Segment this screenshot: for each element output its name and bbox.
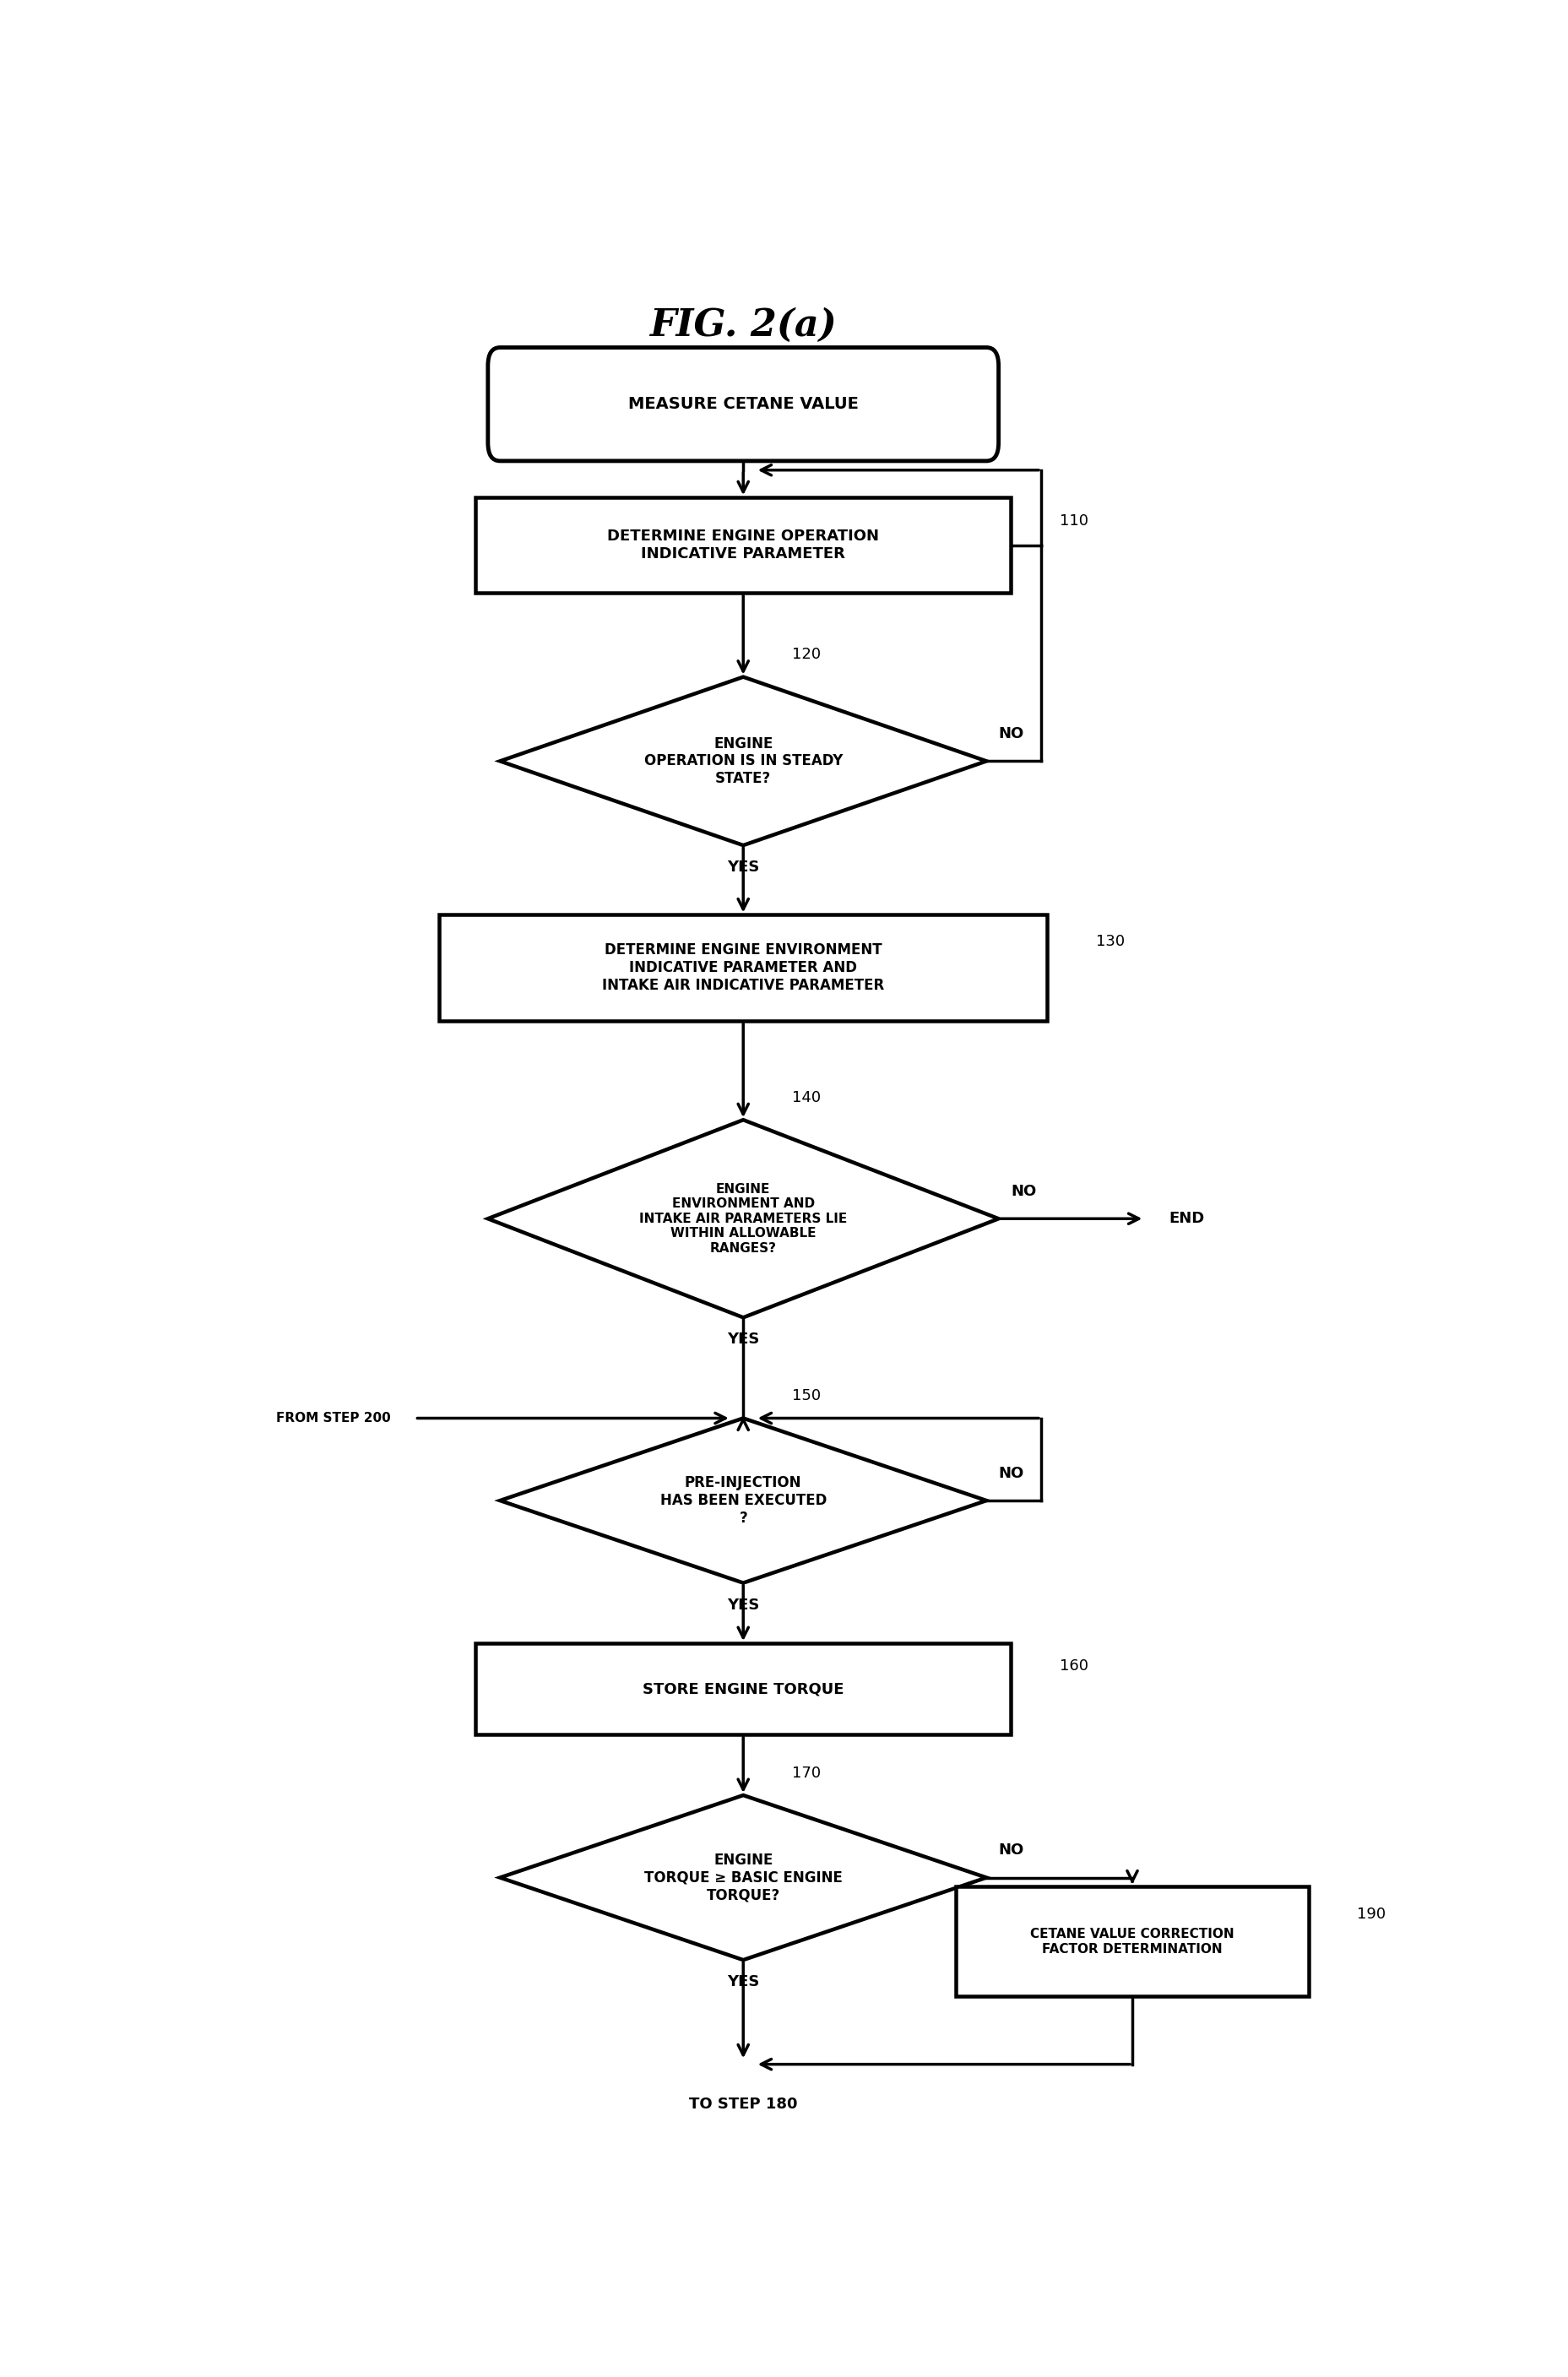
Text: DETERMINE ENGINE ENVIRONMENT
INDICATIVE PARAMETER AND
INTAKE AIR INDICATIVE PARA: DETERMINE ENGINE ENVIRONMENT INDICATIVE …	[602, 944, 884, 994]
Text: ENGINE
OPERATION IS IN STEADY
STATE?: ENGINE OPERATION IS IN STEADY STATE?	[643, 737, 842, 787]
Polygon shape	[500, 677, 986, 846]
Text: STORE ENGINE TORQUE: STORE ENGINE TORQUE	[643, 1681, 844, 1697]
Text: YES: YES	[726, 1975, 759, 1990]
Bar	[955, 1887, 1308, 1997]
Polygon shape	[500, 1419, 986, 1583]
Text: 110: 110	[1058, 513, 1088, 530]
Text: NO: NO	[999, 1842, 1024, 1859]
Text: ENGINE
ENVIRONMENT AND
INTAKE AIR PARAMETERS LIE
WITHIN ALLOWABLE
RANGES?: ENGINE ENVIRONMENT AND INTAKE AIR PARAME…	[638, 1184, 847, 1255]
Text: 130: 130	[1094, 934, 1124, 948]
Text: 150: 150	[792, 1388, 820, 1402]
Text: PRE-INJECTION
HAS BEEN EXECUTED
?: PRE-INJECTION HAS BEEN EXECUTED ?	[660, 1476, 826, 1526]
Text: FIG. 2(a): FIG. 2(a)	[649, 307, 836, 345]
Text: TO STEP 180: TO STEP 180	[688, 2097, 797, 2113]
Text: YES: YES	[726, 1597, 759, 1612]
FancyBboxPatch shape	[488, 347, 999, 461]
Bar	[475, 1643, 1010, 1735]
Polygon shape	[500, 1795, 986, 1961]
Text: 140: 140	[792, 1091, 820, 1105]
Text: NO: NO	[999, 1467, 1024, 1481]
Text: NO: NO	[1010, 1184, 1036, 1198]
Bar	[475, 497, 1010, 592]
Text: FROM STEP 200: FROM STEP 200	[276, 1412, 390, 1424]
Text: 120: 120	[792, 647, 820, 663]
Text: 170: 170	[792, 1766, 820, 1780]
Text: MEASURE CETANE VALUE: MEASURE CETANE VALUE	[627, 397, 858, 411]
Text: NO: NO	[999, 725, 1024, 742]
Text: 160: 160	[1058, 1659, 1088, 1673]
Text: ENGINE
TORQUE ≥ BASIC ENGINE
TORQUE?: ENGINE TORQUE ≥ BASIC ENGINE TORQUE?	[644, 1852, 842, 1902]
Text: 190: 190	[1356, 1906, 1385, 1921]
Text: YES: YES	[726, 1331, 759, 1348]
Text: END: END	[1168, 1212, 1204, 1227]
Bar	[439, 915, 1046, 1022]
Text: CETANE VALUE CORRECTION
FACTOR DETERMINATION: CETANE VALUE CORRECTION FACTOR DETERMINA…	[1030, 1928, 1234, 1956]
Polygon shape	[488, 1120, 999, 1317]
Text: DETERMINE ENGINE OPERATION
INDICATIVE PARAMETER: DETERMINE ENGINE OPERATION INDICATIVE PA…	[607, 528, 878, 561]
Text: YES: YES	[726, 860, 759, 875]
